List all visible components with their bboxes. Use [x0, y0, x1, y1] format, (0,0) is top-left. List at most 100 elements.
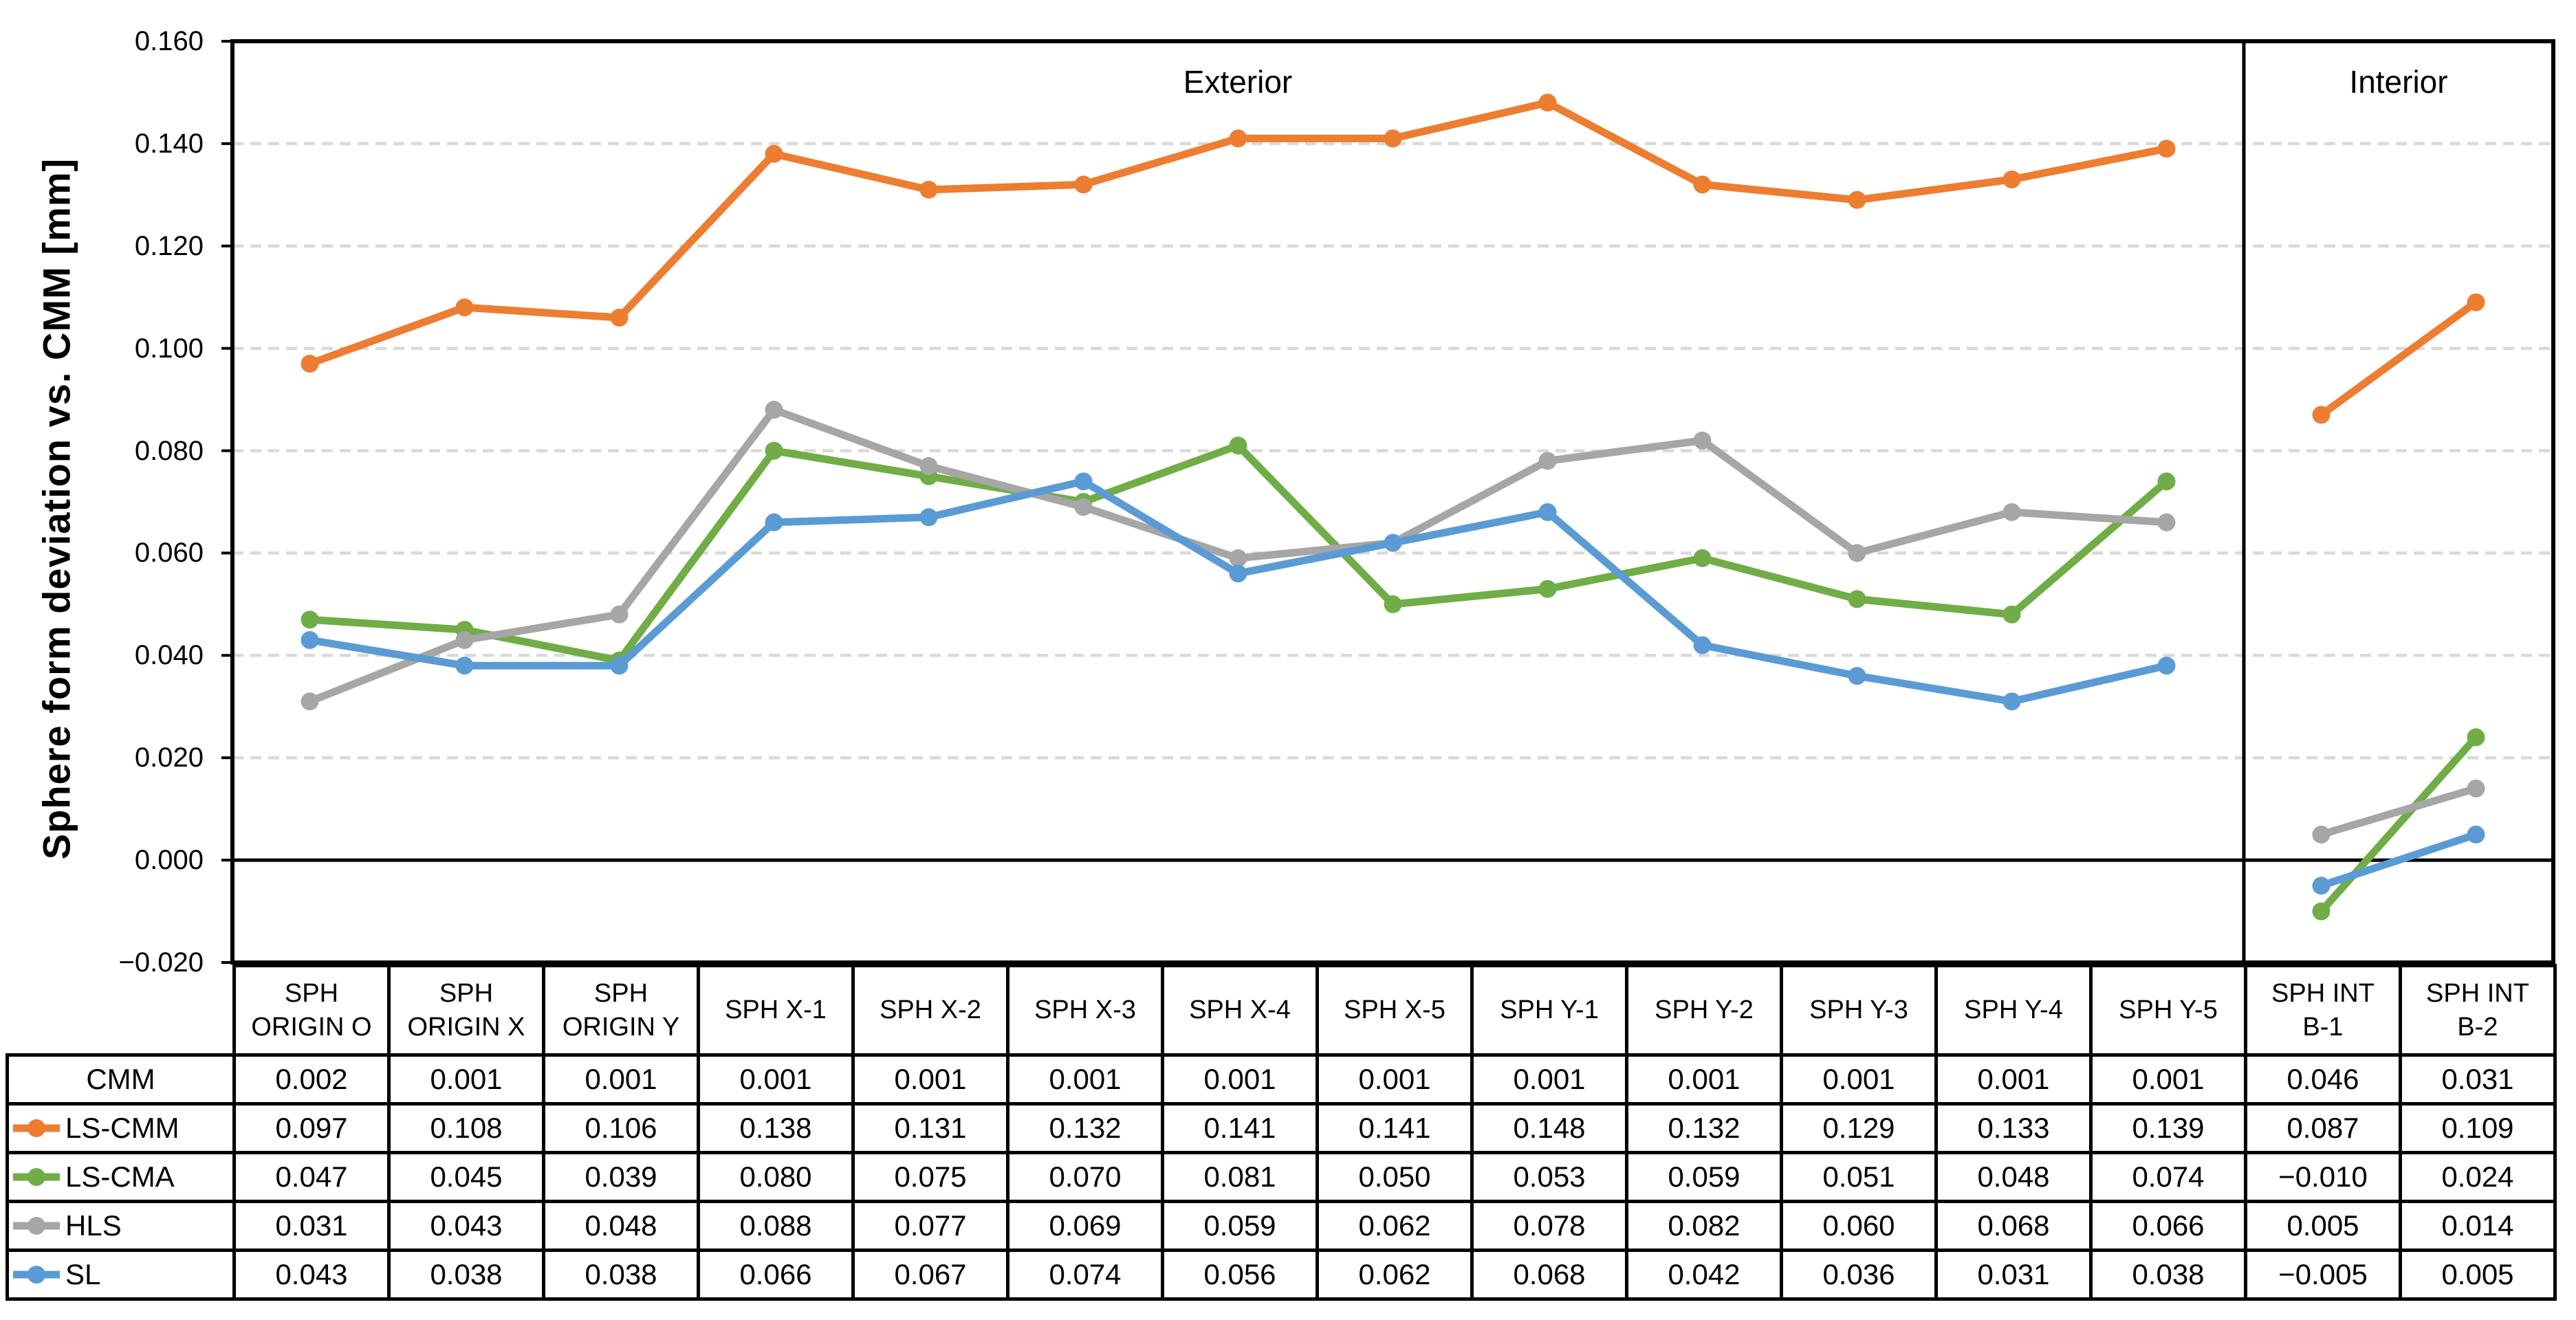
- value-cell: 0.075: [851, 1151, 1009, 1203]
- value-cell: 0.050: [1316, 1151, 1474, 1203]
- data-point-marker: [1074, 472, 1093, 491]
- series-marker-icon: [13, 1266, 60, 1284]
- value-cell: 0.078: [1470, 1200, 1628, 1252]
- value-cell: 0.059: [1625, 1151, 1783, 1203]
- value-cell: 0.077: [851, 1200, 1009, 1252]
- data-point-marker: [2467, 825, 2485, 844]
- category-header: SPH INT B-2: [2399, 964, 2557, 1057]
- value-cell: 0.001: [387, 1053, 545, 1106]
- value-cell: 0.053: [1470, 1151, 1628, 1203]
- value-cell: −0.010: [2244, 1151, 2402, 1203]
- value-cell: 0.131: [851, 1102, 1009, 1154]
- value-cell: 0.056: [1161, 1248, 1319, 1301]
- data-point-marker: [610, 657, 629, 675]
- category-header: SPH Y-2: [1625, 964, 1783, 1057]
- value-cell: 0.001: [1006, 1053, 1164, 1106]
- value-cell: 0.129: [1780, 1102, 1938, 1154]
- value-cell: 0.060: [1780, 1200, 1938, 1252]
- category-header: SPH X-4: [1161, 964, 1319, 1057]
- data-point-marker: [2312, 406, 2331, 424]
- value-cell: 0.001: [1934, 1053, 2093, 1106]
- data-point-marker: [1693, 549, 1712, 567]
- value-cell: 0.042: [1625, 1248, 1783, 1301]
- value-cell: 0.001: [542, 1053, 700, 1106]
- value-cell: 0.088: [697, 1200, 855, 1252]
- data-point-marker: [1848, 667, 1866, 685]
- value-cell: 0.024: [2399, 1151, 2557, 1203]
- y-tick-label: 0.060: [134, 538, 204, 569]
- data-point-marker: [2157, 513, 2176, 531]
- data-point-marker: [1384, 129, 1402, 148]
- y-tick-label: 0.000: [134, 845, 204, 876]
- data-point-marker: [1693, 636, 1712, 654]
- data-point-marker: [1229, 437, 1247, 455]
- value-cell: 0.074: [1006, 1248, 1164, 1301]
- series-label-cell: CMM: [6, 1053, 236, 1106]
- data-point-marker: [301, 355, 319, 373]
- data-point-marker: [1229, 129, 1247, 148]
- data-point-marker: [2312, 825, 2331, 844]
- category-header: SPH X-2: [851, 964, 1009, 1057]
- data-point-marker: [2467, 293, 2485, 311]
- plot-svg: [221, 39, 2555, 965]
- plot-border: [230, 39, 2555, 965]
- value-cell: 0.138: [697, 1102, 855, 1154]
- category-header: SPH ORIGIN X: [387, 964, 545, 1057]
- data-point-marker: [301, 692, 319, 711]
- value-cell: 0.045: [387, 1151, 545, 1203]
- category-header: SPH Y-5: [2089, 964, 2247, 1057]
- series-label-cell: HLS: [6, 1200, 236, 1252]
- data-table: SPH ORIGIN O SPH ORIGIN X SPH ORIGIN Y SPH X-1…: [6, 964, 2557, 1301]
- value-cell: 0.067: [851, 1248, 1009, 1301]
- value-cell: 0.097: [232, 1102, 391, 1154]
- series-marker-icon: [13, 1217, 60, 1235]
- data-point-marker: [919, 456, 938, 475]
- data-point-marker: [1229, 564, 1247, 583]
- data-point-marker: [610, 309, 629, 327]
- value-cell: 0.002: [232, 1053, 391, 1106]
- value-cell: 0.069: [1006, 1200, 1164, 1252]
- value-cell: 0.051: [1780, 1151, 1938, 1203]
- data-point-marker: [2157, 657, 2176, 675]
- data-point-marker: [2157, 472, 2176, 491]
- y-tick-label: 0.040: [134, 640, 204, 671]
- value-cell: 0.043: [232, 1248, 391, 1301]
- value-cell: 0.001: [1625, 1053, 1783, 1106]
- data-point-marker: [1384, 595, 1402, 613]
- value-cell: 0.001: [1780, 1053, 1938, 1106]
- series-label-cell: LS-CMM: [6, 1102, 236, 1154]
- value-cell: 0.001: [851, 1053, 1009, 1106]
- value-cell: 0.001: [1470, 1053, 1628, 1106]
- value-cell: 0.038: [2089, 1248, 2247, 1301]
- value-cell: 0.108: [387, 1102, 545, 1154]
- series-name: SL: [65, 1258, 101, 1290]
- value-cell: 0.109: [2399, 1102, 2557, 1154]
- value-cell: 0.148: [1470, 1102, 1628, 1154]
- value-cell: 0.132: [1625, 1102, 1783, 1154]
- value-cell: 0.039: [542, 1151, 700, 1203]
- value-cell: 0.038: [542, 1248, 700, 1301]
- data-point-marker: [2002, 170, 2021, 188]
- value-cell: 0.081: [1161, 1151, 1319, 1203]
- data-point-marker: [2157, 140, 2176, 158]
- data-point-marker: [1074, 498, 1093, 516]
- series-LS-CMM: [301, 94, 2485, 424]
- value-cell: 0.047: [232, 1151, 391, 1203]
- value-cell: 0.066: [2089, 1200, 2247, 1252]
- value-cell: 0.048: [1934, 1151, 2093, 1203]
- data-point-marker: [1074, 175, 1093, 194]
- value-cell: 0.001: [2089, 1053, 2247, 1106]
- table-corner-blank: [8, 966, 234, 1055]
- data-point-marker: [1538, 503, 1557, 521]
- data-point-marker: [765, 401, 783, 419]
- category-header: SPH INT B-1: [2244, 964, 2402, 1057]
- series-name: HLS: [65, 1209, 122, 1242]
- value-cell: 0.082: [1625, 1200, 1783, 1252]
- series-marker-icon: [13, 1168, 60, 1186]
- value-cell: 0.038: [387, 1248, 545, 1301]
- value-cell: 0.141: [1161, 1102, 1319, 1154]
- series-name: LS-CMA: [65, 1160, 175, 1193]
- y-tick-label: 0.080: [134, 435, 204, 466]
- data-point-marker: [1693, 175, 1712, 194]
- value-cell: 0.059: [1161, 1200, 1319, 1252]
